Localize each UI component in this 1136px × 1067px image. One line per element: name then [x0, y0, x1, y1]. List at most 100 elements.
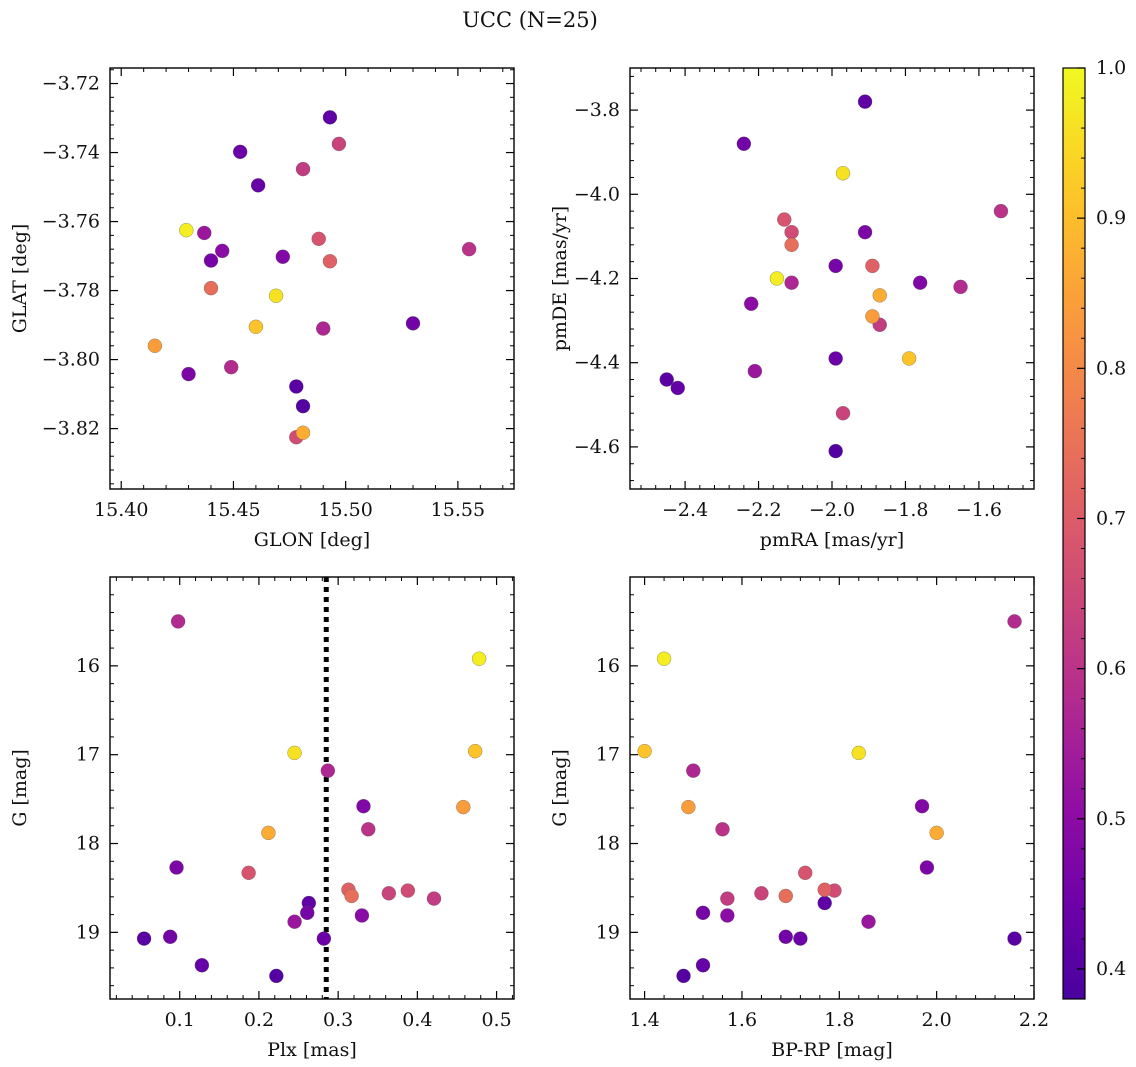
- colorbar-tick-label: 0.8: [1096, 357, 1126, 379]
- data-point: [405, 316, 421, 331]
- colorbar-tick-label: 0.4: [1096, 958, 1126, 980]
- data-point: [295, 161, 311, 177]
- data-point: [695, 905, 711, 921]
- data-point: [835, 405, 851, 421]
- data-point: [720, 891, 735, 906]
- y-tick-label: −4.0: [574, 183, 620, 205]
- data-point: [736, 136, 752, 152]
- y-tick-label: 16: [596, 655, 620, 677]
- data-point: [426, 891, 442, 906]
- data-point: [872, 288, 887, 303]
- colorbar: 0.4 0.5 0.6 0.7 0.8 0.9 1.0: [1062, 57, 1126, 1000]
- data-point: [316, 931, 332, 946]
- data-point: [993, 203, 1009, 219]
- data-point: [865, 258, 880, 274]
- data-point: [344, 888, 359, 904]
- plot-frame: [109, 576, 515, 1000]
- x-tick-label: −2.2: [735, 499, 781, 521]
- data-point: [181, 366, 196, 382]
- data-point: [912, 275, 928, 290]
- data-point: [778, 888, 794, 904]
- data-point: [828, 443, 843, 459]
- y-tick-label: −3.74: [42, 142, 100, 164]
- data-point: [269, 968, 284, 984]
- y-axis-label: G [mag]: [549, 749, 571, 827]
- colorbar-gradient: [1062, 67, 1086, 1000]
- y-tick-label: −3.76: [42, 211, 100, 233]
- y-tick-label: −3.78: [42, 280, 100, 302]
- plot-frame: [629, 576, 1035, 1000]
- data-point: [354, 908, 370, 923]
- y-axis-label: G [mag]: [9, 749, 31, 827]
- data-point: [637, 743, 652, 759]
- data-point: [295, 398, 311, 414]
- data-point: [659, 372, 674, 387]
- data-point: [769, 271, 785, 286]
- y-tick-label: −4.6: [574, 436, 620, 458]
- x-axis-label: BP-RP [mag]: [771, 1039, 893, 1061]
- y-axis-label: GLAT [deg]: [9, 224, 31, 334]
- x-tick-label: 0.1: [165, 1009, 195, 1031]
- x-tick-label: −1.6: [956, 499, 1002, 521]
- x-tick-label: 1.8: [824, 1009, 854, 1031]
- x-tick-label: 0.5: [481, 1009, 511, 1031]
- x-axis-label: Plx [mas]: [267, 1039, 357, 1061]
- data-point: [919, 860, 935, 875]
- data-point: [686, 763, 701, 778]
- data-point: [203, 280, 219, 296]
- data-point: [1007, 614, 1022, 629]
- x-axis-label: pmRA [mas/yr]: [760, 529, 904, 551]
- data-point: [835, 166, 851, 181]
- data-point: [1007, 931, 1022, 946]
- data-point: [681, 799, 696, 815]
- colorbar-tick-label: 0.9: [1096, 207, 1126, 229]
- data-point: [784, 275, 799, 290]
- x-tick-label: 2.2: [1019, 1009, 1049, 1031]
- data-point: [901, 351, 917, 366]
- x-tick-label: 0.2: [244, 1009, 274, 1031]
- data-point: [784, 237, 799, 253]
- figure-title: UCC (N=25): [462, 8, 598, 32]
- plot-frame: [109, 67, 515, 490]
- data-point: [793, 931, 808, 946]
- data-point: [203, 253, 219, 268]
- y-tick-label: −3.82: [42, 418, 100, 440]
- data-point: [456, 799, 471, 815]
- data-point: [720, 908, 735, 923]
- data-point: [828, 351, 843, 366]
- data-point: [865, 309, 880, 324]
- y-tick-label: −4.2: [574, 268, 620, 290]
- data-point: [289, 379, 304, 394]
- data-point: [754, 886, 769, 901]
- data-point: [299, 905, 315, 921]
- x-tick-label: −2.0: [809, 499, 855, 521]
- data-point: [695, 957, 711, 973]
- data-point: [676, 968, 691, 984]
- data-point: [287, 914, 302, 929]
- y-tick-label: 18: [596, 833, 620, 855]
- data-point: [914, 798, 930, 814]
- data-point: [147, 338, 163, 354]
- data-point: [315, 321, 331, 336]
- data-point: [817, 895, 832, 911]
- y-tick-label: 19: [596, 921, 620, 943]
- data-point: [857, 224, 873, 240]
- data-point: [194, 957, 210, 973]
- data-point: [400, 883, 416, 898]
- colorbar-tick-label: 0.6: [1096, 658, 1126, 680]
- data-point: [322, 110, 338, 125]
- data-point: [784, 224, 799, 240]
- data-point: [467, 743, 483, 759]
- x-tick-label: 15.40: [94, 499, 148, 521]
- data-point: [179, 222, 194, 238]
- panel-4: 1.4 1.6 1.8 2.0 2.2 16 17 18 19 BP-RP [mag] G [mag…: [549, 576, 1049, 1061]
- data-point: [287, 745, 302, 761]
- y-tick-label: −3.80: [42, 349, 100, 371]
- x-axis-label: GLON [deg]: [254, 529, 370, 551]
- data-point: [261, 825, 276, 841]
- data-point: [232, 144, 248, 160]
- panel-1: 15.40 15.45 15.50 15.55 −3.72 −3.74 −3.76 −3.78…: [9, 67, 515, 551]
- data-point: [715, 822, 730, 837]
- x-tick-label: 0.3: [323, 1009, 353, 1031]
